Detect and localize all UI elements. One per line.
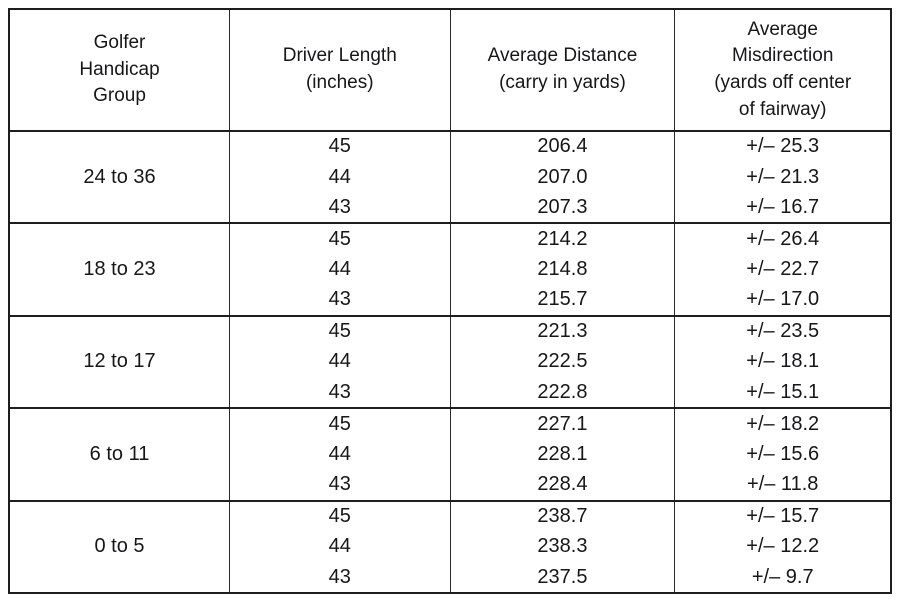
group-12-to-17: 12 to 17 45 221.3 +/– 23.5 44 222.5 +/– … <box>9 314 891 409</box>
column-header-handicap-group: Golfer Handicap Group <box>9 9 230 132</box>
golf-driver-stats-table: Golfer Handicap Group Driver Length (inc… <box>8 8 892 594</box>
group-24-to-36: 24 to 36 45 206.4 +/– 25.3 44 207.0 +/– … <box>9 129 891 224</box>
table-row: 18 to 23 45 214.2 +/– 26.4 <box>9 222 891 316</box>
table-row: 44 214.8 +/– 22.7 <box>9 254 891 285</box>
misdirection-cell: +/– 16.7 <box>674 192 891 224</box>
group-0-to-5: 0 to 5 45 238.7 +/– 15.7 44 238.3 +/– 12… <box>9 499 891 593</box>
misdirection-cell: +/– 11.8 <box>674 469 891 501</box>
driver-length-cell: 44 <box>229 531 450 563</box>
handicap-group-cell: 12 to 17 <box>9 314 230 409</box>
distance-cell: 214.2 <box>449 222 675 255</box>
column-header-average-misdirection: Average Misdirection (yards off center o… <box>674 9 891 132</box>
misdirection-cell: +/– 9.7 <box>674 562 891 593</box>
group-6-to-11: 6 to 11 45 227.1 +/– 18.2 44 228.1 +/– 1… <box>9 407 891 501</box>
handicap-group-cell: 0 to 5 <box>9 499 230 593</box>
driver-length-cell: 45 <box>229 222 450 255</box>
table-row: 24 to 36 45 206.4 +/– 25.3 <box>9 129 891 224</box>
table-row: 44 207.0 +/– 21.3 <box>9 161 891 193</box>
misdirection-cell: +/– 22.7 <box>674 254 891 285</box>
driver-length-cell: 43 <box>229 469 450 501</box>
distance-cell: 228.1 <box>449 438 675 470</box>
table-row: 12 to 17 45 221.3 +/– 23.5 <box>9 314 891 409</box>
distance-cell: 227.1 <box>449 407 675 439</box>
driver-length-cell: 44 <box>229 254 450 285</box>
misdirection-cell: +/– 17.0 <box>674 284 891 316</box>
table-header: Golfer Handicap Group Driver Length (inc… <box>9 9 891 132</box>
misdirection-cell: +/– 18.1 <box>674 346 891 378</box>
misdirection-cell: +/– 15.6 <box>674 438 891 470</box>
distance-cell: 207.0 <box>449 161 675 193</box>
misdirection-cell: +/– 15.7 <box>674 499 891 532</box>
table-row: 44 228.1 +/– 15.6 <box>9 438 891 470</box>
table-row: 44 222.5 +/– 18.1 <box>9 346 891 378</box>
handicap-group-cell: 6 to 11 <box>9 407 230 501</box>
table-row: 6 to 11 45 227.1 +/– 18.2 <box>9 407 891 501</box>
distance-cell: 228.4 <box>449 469 675 501</box>
table-row: 43 207.3 +/– 16.7 <box>9 192 891 224</box>
table-row: 43 222.8 +/– 15.1 <box>9 377 891 409</box>
handicap-group-cell: 24 to 36 <box>9 129 230 224</box>
misdirection-cell: +/– 26.4 <box>674 222 891 255</box>
table-row: 44 238.3 +/– 12.2 <box>9 531 891 563</box>
driver-length-cell: 45 <box>229 314 450 347</box>
driver-length-cell: 43 <box>229 192 450 224</box>
misdirection-cell: +/– 18.2 <box>674 407 891 439</box>
driver-length-cell: 43 <box>229 562 450 593</box>
group-18-to-23: 18 to 23 45 214.2 +/– 26.4 44 214.8 +/– … <box>9 222 891 316</box>
driver-length-cell: 44 <box>229 346 450 378</box>
table-container: Golfer Handicap Group Driver Length (inc… <box>8 8 892 594</box>
table-row: 43 237.5 +/– 9.7 <box>9 562 891 593</box>
misdirection-cell: +/– 12.2 <box>674 531 891 563</box>
distance-cell: 222.8 <box>449 377 675 409</box>
distance-cell: 222.5 <box>449 346 675 378</box>
distance-cell: 221.3 <box>449 314 675 347</box>
distance-cell: 215.7 <box>449 284 675 316</box>
distance-cell: 238.7 <box>449 499 675 532</box>
distance-cell: 238.3 <box>449 531 675 563</box>
column-header-average-distance: Average Distance (carry in yards) <box>449 9 675 132</box>
handicap-group-cell: 18 to 23 <box>9 222 230 316</box>
driver-length-cell: 45 <box>229 407 450 439</box>
driver-length-cell: 45 <box>229 130 450 162</box>
misdirection-cell: +/– 15.1 <box>674 377 891 409</box>
column-header-driver-length: Driver Length (inches) <box>229 9 450 132</box>
distance-cell: 206.4 <box>449 130 675 162</box>
driver-length-cell: 43 <box>229 377 450 409</box>
driver-length-cell: 45 <box>229 499 450 532</box>
table-row: 43 228.4 +/– 11.8 <box>9 469 891 501</box>
misdirection-cell: +/– 23.5 <box>674 314 891 347</box>
distance-cell: 207.3 <box>449 192 675 224</box>
driver-length-cell: 44 <box>229 438 450 470</box>
driver-length-cell: 44 <box>229 161 450 193</box>
table-row: 0 to 5 45 238.7 +/– 15.7 <box>9 499 891 593</box>
distance-cell: 214.8 <box>449 254 675 285</box>
driver-length-cell: 43 <box>229 284 450 316</box>
distance-cell: 237.5 <box>449 562 675 593</box>
misdirection-cell: +/– 25.3 <box>674 130 891 162</box>
table-row: 43 215.7 +/– 17.0 <box>9 284 891 316</box>
misdirection-cell: +/– 21.3 <box>674 161 891 193</box>
